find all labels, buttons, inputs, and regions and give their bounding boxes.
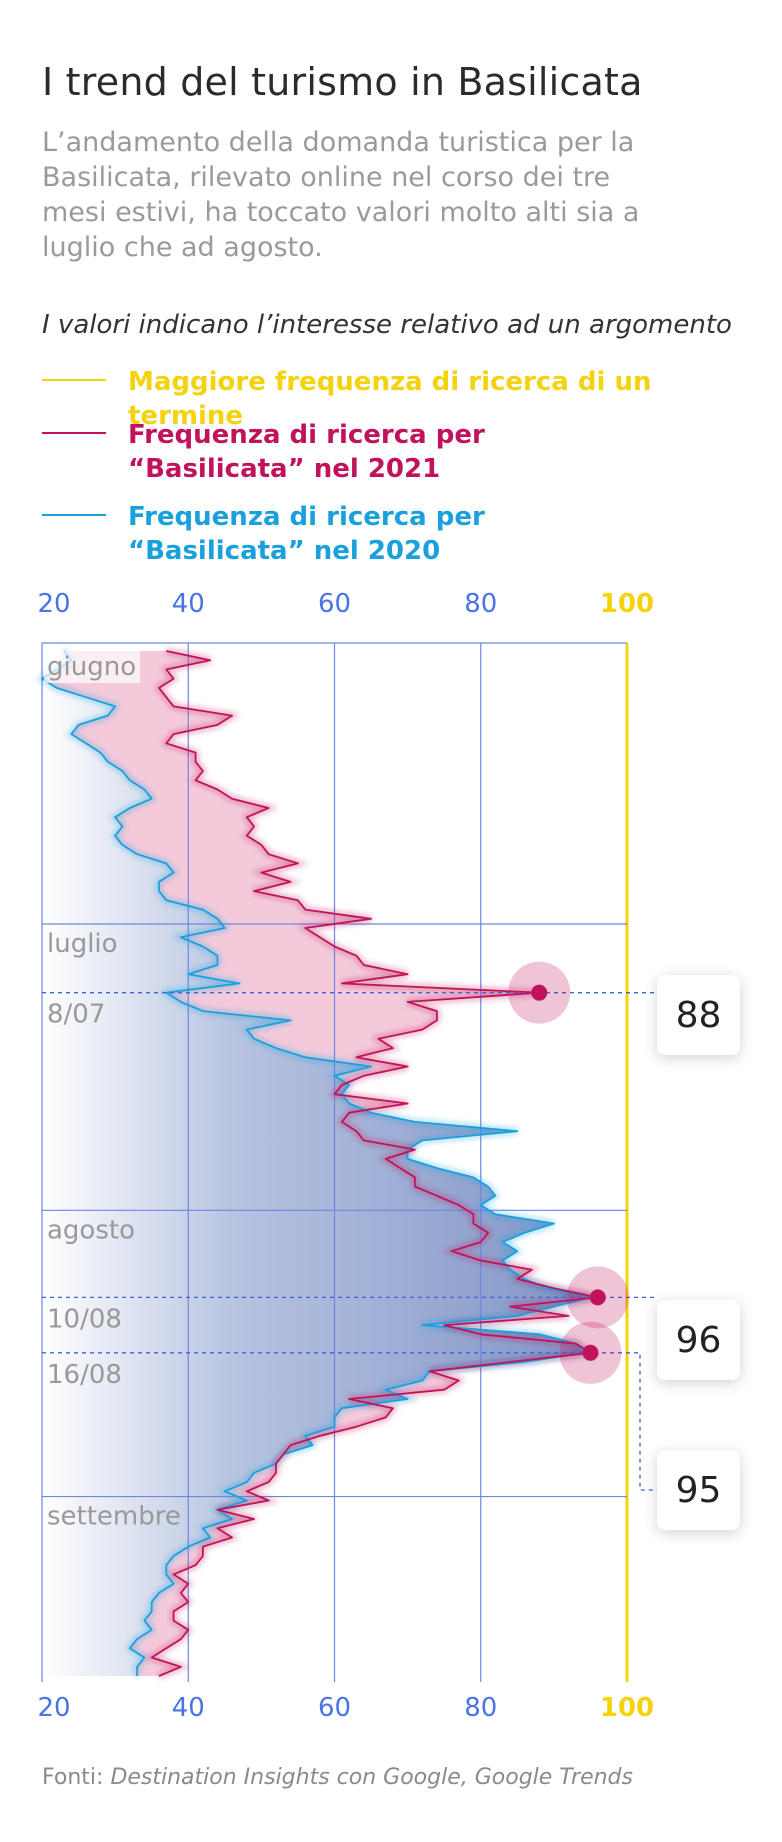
source-note: Fonti: Destination Insights con Google, … (42, 1765, 633, 1790)
chart-note: I valori indicano l’interesse relativo a… (42, 310, 732, 340)
callout-dot (582, 1344, 599, 1361)
date-label-10-08: 10/08 (47, 1304, 122, 1334)
bottom-tick-label: 40 (172, 1693, 205, 1723)
callout-guide (42, 1352, 657, 1491)
bottom-tick-label: 20 (37, 1693, 70, 1723)
legend-item-max: Maggiore frequenza di ricerca di un term… (42, 365, 748, 433)
callout-dot (531, 984, 548, 1001)
month-label-bg (44, 651, 140, 683)
series-2020-line (41, 650, 592, 1676)
source-text: Destination Insights con Google, Google … (110, 1765, 633, 1790)
legend-label-2020: Frequenza di ricerca per “Basilicata” ne… (128, 502, 485, 566)
top-tick-label: 40 (172, 589, 205, 619)
legend-swatch-max (42, 379, 106, 381)
bottom-tick-label: 80 (464, 1693, 497, 1723)
legend-swatch-2020 (42, 514, 106, 516)
month-label-giugno: giugno (47, 652, 136, 682)
source-prefix: Fonti: (42, 1765, 104, 1790)
bottom-tick-label: 100 (600, 1693, 654, 1723)
top-tick-label: 100 (600, 589, 654, 619)
date-label-16-08: 16/08 (47, 1360, 122, 1390)
bottom-tick-label: 60 (318, 1693, 351, 1723)
callout-dot (589, 1289, 606, 1306)
callout-value-box: 96 (657, 1300, 740, 1380)
top-tick-label: 60 (318, 589, 351, 619)
month-label-luglio: luglio (47, 929, 118, 959)
legend-label-2021: Frequenza di ricerca per “Basilicata” ne… (128, 420, 485, 484)
month-label-agosto: agosto (47, 1215, 135, 1245)
legend-item-2020: Frequenza di ricerca per “Basilicata” ne… (42, 500, 488, 568)
top-tick-label: 80 (464, 589, 497, 619)
month-label-settembre: settembre (47, 1502, 181, 1532)
top-tick-label: 20 (37, 589, 70, 619)
legend-item-2021: Frequenza di ricerca per “Basilicata” ne… (42, 418, 488, 486)
callout-value-box: 88 (657, 975, 740, 1055)
date-label-8-07: 8/07 (47, 1000, 105, 1030)
legend-swatch-2021 (42, 432, 106, 434)
area-2020 (42, 651, 591, 1676)
chart-subtitle: L’andamento della domanda turistica per … (42, 127, 640, 263)
chart-title: I trend del turismo in Basilicata (42, 60, 643, 104)
series-2021-line (150, 650, 599, 1677)
legend-label-max: Maggiore frequenza di ricerca di un term… (128, 367, 652, 431)
callout-value-box: 95 (657, 1450, 740, 1530)
